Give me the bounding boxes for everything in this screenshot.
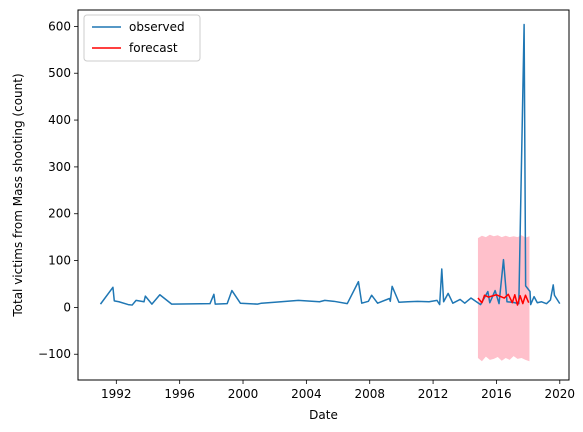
- x-tick-label: 2000: [228, 387, 259, 401]
- legend: observed forecast: [83, 14, 201, 62]
- x-axis-label: Date: [309, 408, 338, 422]
- y-tick-label: 300: [48, 160, 71, 174]
- y-axis-label: Total victims from Mass shooting (count): [11, 73, 25, 317]
- x-tick-label: 1992: [101, 387, 132, 401]
- y-tick-label: 600: [48, 19, 71, 33]
- x-tick-label: 2004: [291, 387, 322, 401]
- y-axis-ticks: −100 0 100 200 300 400 500 600: [38, 19, 78, 361]
- x-tick-label: 2008: [354, 387, 385, 401]
- y-tick-label: 500: [48, 66, 71, 80]
- x-axis-ticks: 1992 1996 2000 2004 2008 2012 2016 2020: [101, 380, 575, 401]
- series-layer: [99, 23, 561, 306]
- legend-label-forecast: forecast: [129, 41, 178, 55]
- legend-label-observed: observed: [129, 20, 185, 34]
- x-tick-label: 1996: [164, 387, 195, 401]
- series-line-observed: [99, 23, 561, 306]
- x-tick-label: 2012: [418, 387, 449, 401]
- series-line-forecast: [477, 293, 530, 306]
- y-tick-label: 200: [48, 207, 71, 221]
- x-tick-label: 2020: [545, 387, 576, 401]
- x-tick-label: 2016: [481, 387, 512, 401]
- y-tick-label: 100: [48, 254, 71, 268]
- plot-frame: [77, 9, 570, 381]
- y-tick-label: 0: [63, 300, 71, 314]
- y-tick-label: 400: [48, 113, 71, 127]
- y-tick-label: −100: [38, 347, 71, 361]
